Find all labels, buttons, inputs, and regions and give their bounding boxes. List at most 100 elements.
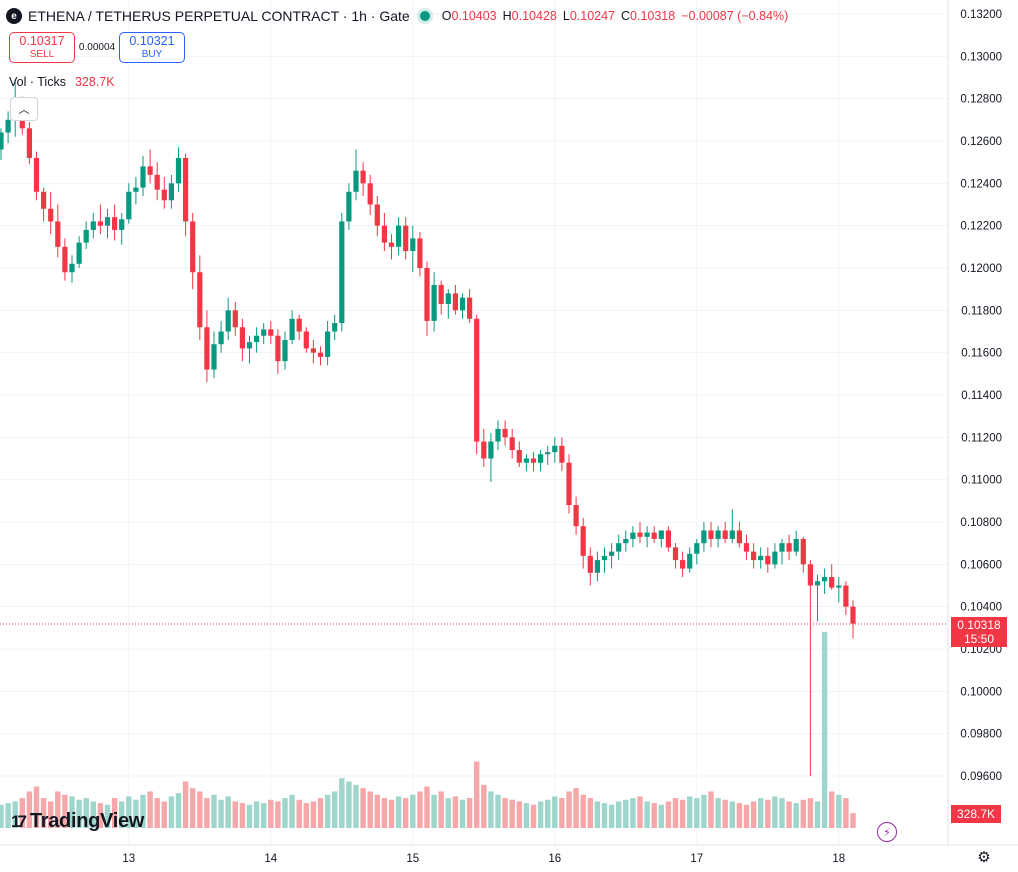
time-axis[interactable]: 13 14 15 16 17 18 — [122, 853, 845, 865]
volume-bar — [317, 798, 324, 828]
candle-body — [793, 538, 799, 552]
volume-bar — [211, 794, 217, 828]
candle-body — [772, 551, 778, 565]
volume-bar — [509, 799, 515, 828]
high-label: H — [502, 9, 512, 23]
volume-bar — [616, 801, 622, 828]
volume-bar — [786, 801, 792, 828]
grid-lines — [0, 0, 948, 845]
volume-bar — [395, 796, 402, 828]
volume-bar — [410, 794, 416, 828]
volume-bar — [587, 798, 593, 828]
volume-bar — [722, 799, 728, 828]
volume-bar — [168, 796, 175, 828]
volume-bar — [310, 801, 317, 828]
collapse-legend-button[interactable]: ︿ — [10, 97, 38, 121]
volume-bar — [367, 791, 373, 828]
volume-bar — [452, 796, 459, 828]
volume-bar — [594, 801, 601, 828]
volume-bar — [261, 803, 267, 828]
volume-bar — [69, 796, 75, 828]
candle-body — [55, 221, 61, 247]
candle-body — [616, 543, 622, 552]
candle-body — [119, 219, 125, 230]
volume-bar — [687, 796, 693, 828]
candle-body — [296, 318, 302, 332]
sell-button[interactable]: 0.10317 SELL — [9, 32, 75, 63]
volume-bar — [545, 799, 551, 828]
candle-body — [822, 577, 828, 582]
candle-body — [140, 166, 146, 188]
candle-body — [5, 119, 11, 133]
candle-body — [623, 538, 629, 544]
candle-body — [580, 526, 586, 556]
volume-bar — [601, 803, 608, 828]
candle-body — [41, 191, 47, 209]
market-status-icon[interactable] — [419, 11, 430, 21]
volume-bar — [530, 804, 537, 828]
volume-bar — [580, 794, 586, 828]
volume-bar — [374, 794, 380, 828]
volume-bar — [814, 801, 821, 828]
volume-legend-label: Vol · Ticks — [9, 75, 66, 89]
candles — [0, 79, 856, 776]
volume-bar — [793, 803, 799, 828]
candle-body — [715, 530, 721, 539]
price-tick-label: 0.13000 — [960, 51, 1002, 63]
candle-body — [26, 128, 32, 158]
volume-bar — [111, 798, 118, 828]
close-value: 0.10318 — [630, 9, 676, 23]
volume-bar — [431, 794, 437, 828]
candle-body — [424, 268, 430, 321]
candle-body — [765, 555, 771, 565]
tradingview-logo[interactable]: 17 TradingView — [11, 810, 144, 833]
low-value: 0.10247 — [569, 9, 615, 23]
gear-icon[interactable]: ⚙ — [977, 849, 991, 866]
volume-bar — [743, 804, 750, 828]
volume-bar — [232, 801, 238, 828]
candle-body — [545, 452, 551, 455]
volume-bar — [665, 801, 672, 828]
sell-price: 0.10317 — [19, 34, 65, 48]
candle-body — [204, 327, 210, 370]
volume-bar — [807, 798, 814, 828]
volume-bar — [608, 804, 615, 828]
candle-body — [573, 505, 579, 527]
volume-bar — [126, 796, 132, 828]
candle-body — [850, 606, 856, 624]
volume-bar — [289, 794, 295, 828]
volume-bars — [0, 632, 856, 828]
candle-body — [736, 530, 742, 544]
candle-body — [154, 174, 160, 190]
candle-body — [694, 543, 700, 554]
last-volume-tag: 328.7K — [951, 805, 1001, 823]
volume-bar — [48, 801, 54, 828]
candle-body — [630, 532, 636, 539]
volume-bar — [97, 803, 104, 828]
lightning-icon[interactable]: ⚡ — [877, 822, 897, 842]
candle-body — [197, 272, 203, 328]
price-tick-label: 0.11400 — [961, 390, 1002, 402]
candle-body — [104, 217, 111, 226]
buy-button[interactable]: 0.10321 BUY — [119, 32, 185, 63]
volume-bar — [729, 801, 735, 828]
price-tick-label: 0.12800 — [960, 94, 1002, 106]
candle-body — [289, 318, 295, 340]
volume-bar — [552, 796, 558, 828]
candle-body — [218, 331, 224, 345]
volume-bar — [175, 793, 182, 828]
candle-body — [254, 335, 260, 343]
tradingview-mark-icon: 17 — [11, 811, 27, 831]
candle-body — [388, 242, 395, 247]
volume-bar — [516, 801, 522, 828]
candle-body — [161, 189, 167, 201]
candle-body — [211, 344, 217, 370]
bar-countdown: 15:50 — [963, 632, 995, 646]
volume-legend[interactable]: Vol · Ticks 328.7K — [9, 75, 115, 89]
symbol-title[interactable]: ETHENA / TETHERUS PERPETUAL CONTRACT · 1… — [28, 8, 410, 24]
candle-body — [431, 284, 437, 321]
price-tick-label: 0.10200 — [960, 644, 1002, 656]
volume-bar — [239, 803, 246, 828]
